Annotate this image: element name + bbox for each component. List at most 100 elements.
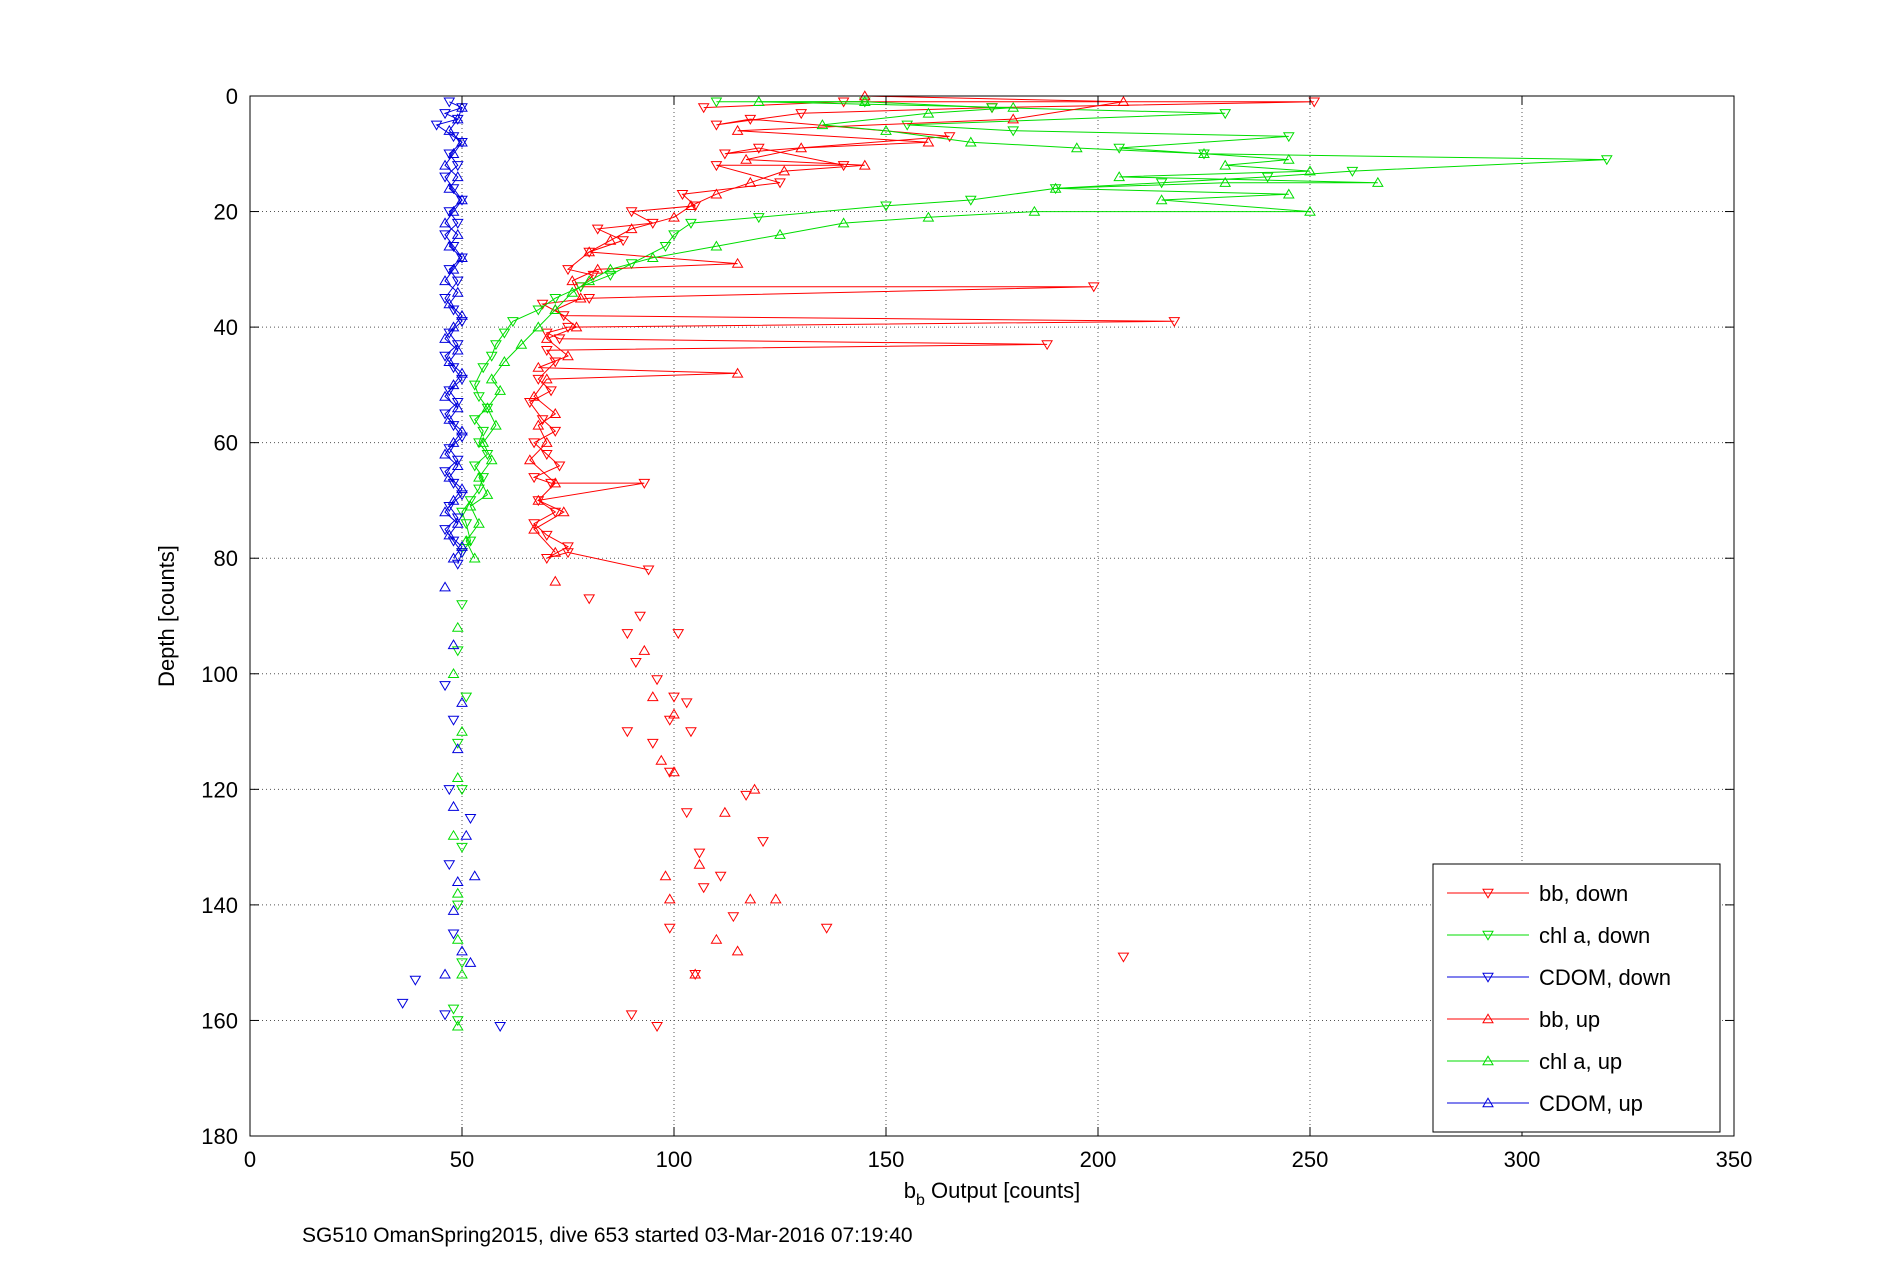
- y-axis-label: Depth [counts]: [154, 545, 179, 687]
- data-point: [439, 351, 451, 362]
- data-point: [490, 419, 502, 430]
- data-point: [774, 178, 786, 189]
- data-point: [540, 332, 553, 343]
- data-point: [1346, 166, 1359, 177]
- data-point: [498, 328, 511, 339]
- data-point: [532, 305, 545, 316]
- data-point: [485, 351, 498, 362]
- data-point: [439, 159, 451, 170]
- data-point: [1113, 143, 1126, 154]
- data-point: [1304, 165, 1316, 176]
- data-point: [447, 263, 460, 274]
- data-point: [795, 109, 808, 120]
- data-point: [549, 426, 562, 437]
- legend-entry: chl a, down: [1447, 923, 1650, 948]
- data-point: [443, 124, 456, 135]
- data-point: [1371, 176, 1384, 187]
- data-point: [638, 478, 651, 489]
- data-point: [451, 460, 464, 471]
- data-point: [456, 425, 468, 436]
- data-point: [456, 253, 468, 264]
- data-point: [456, 309, 468, 320]
- data-point: [685, 727, 697, 738]
- data-point: [536, 415, 549, 426]
- data-point: [574, 282, 587, 293]
- data-point: [464, 536, 477, 547]
- data-point: [460, 519, 473, 530]
- data-point: [646, 738, 659, 749]
- data-point: [549, 546, 562, 557]
- data-point: [528, 519, 540, 530]
- data-point: [473, 517, 485, 528]
- y-tick-label: 160: [201, 1008, 238, 1033]
- data-point: [964, 136, 977, 147]
- y-tick-label: 180: [201, 1124, 238, 1149]
- data-point: [1261, 172, 1274, 183]
- data-point: [625, 223, 638, 234]
- data-point: [748, 783, 761, 794]
- data-point: [515, 338, 528, 349]
- data-point: [456, 958, 468, 969]
- data-point: [604, 234, 617, 245]
- data-point: [430, 120, 443, 131]
- data-point: [456, 968, 468, 979]
- data-point: [693, 858, 706, 869]
- data-point: [540, 553, 553, 564]
- data-point: [396, 998, 409, 1009]
- data-point: [456, 540, 468, 551]
- y-tick-label: 100: [201, 662, 238, 687]
- data-point: [820, 923, 833, 934]
- data-point: [464, 956, 477, 967]
- x-tick-label: 50: [450, 1147, 474, 1172]
- data-point: [439, 448, 451, 459]
- data-point: [1117, 952, 1130, 963]
- data-point: [439, 332, 451, 343]
- data-point: [443, 785, 456, 796]
- data-point: [714, 871, 727, 882]
- legend-entry: chl a, up: [1447, 1049, 1622, 1074]
- data-point: [685, 218, 697, 229]
- data-point: [532, 496, 545, 507]
- data-point: [477, 426, 490, 437]
- data-point: [490, 340, 502, 351]
- data-point: [1049, 182, 1062, 193]
- data-point: [494, 1021, 507, 1032]
- data-point: [562, 548, 574, 559]
- data-point: [456, 842, 468, 853]
- data-point: [468, 552, 481, 563]
- data-point: [451, 171, 464, 182]
- data-point: [1282, 132, 1295, 143]
- data-point: [540, 328, 553, 339]
- data-point: [447, 800, 460, 811]
- data-point: [744, 114, 757, 125]
- data-point: [778, 165, 791, 176]
- data-point: [731, 945, 744, 956]
- data-point: [1282, 188, 1295, 199]
- data-point: [456, 945, 468, 956]
- data-point: [901, 120, 914, 131]
- data-point: [1219, 159, 1232, 170]
- data-point: [468, 415, 481, 426]
- data-point: [943, 132, 956, 143]
- data-point: [880, 201, 892, 212]
- data-point: [439, 409, 451, 420]
- data-point: [451, 228, 464, 239]
- data-point: [439, 293, 451, 304]
- data-point: [451, 286, 464, 297]
- data-point: [922, 107, 935, 118]
- legend-box: [1432, 863, 1721, 1133]
- x-axis-label-rest: Output [counts]: [925, 1178, 1080, 1203]
- data-point: [663, 767, 676, 778]
- data-point: [456, 696, 468, 707]
- data-point: [451, 517, 464, 528]
- data-point: [443, 413, 456, 424]
- data-point: [481, 488, 494, 499]
- y-tick-label: 80: [214, 546, 238, 571]
- data-point: [634, 611, 646, 622]
- data-point: [621, 629, 634, 640]
- y-tick-label: 140: [201, 893, 238, 918]
- data-point: [451, 900, 464, 911]
- data-point: [451, 513, 464, 524]
- data-point: [481, 403, 494, 414]
- data-point: [439, 275, 451, 286]
